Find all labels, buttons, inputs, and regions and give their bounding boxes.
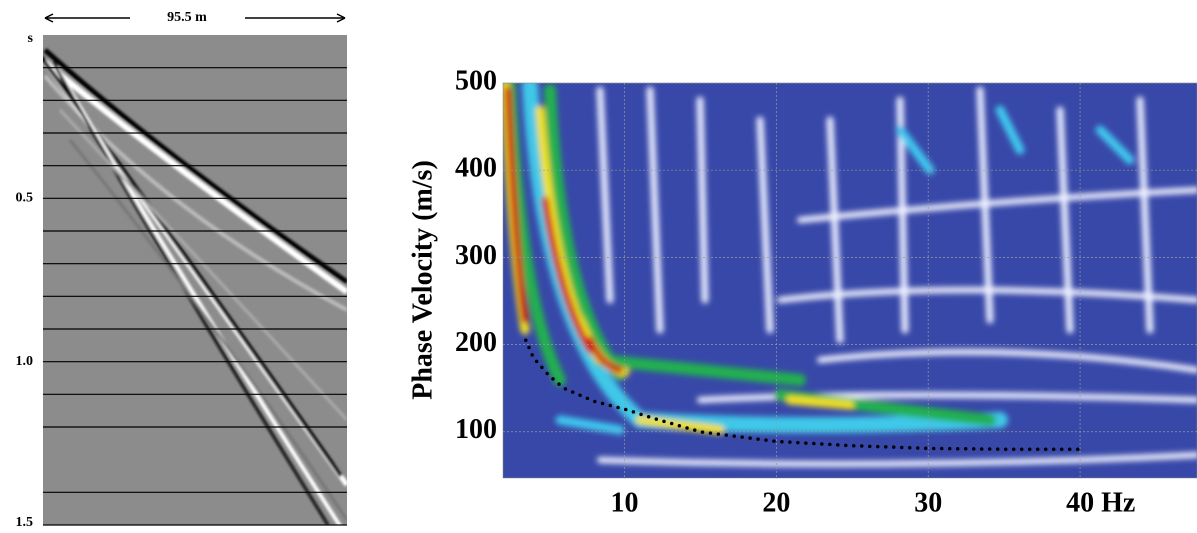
y-tick-label: 300 (455, 240, 497, 271)
distance-label: 95.5 m (167, 10, 207, 25)
distance-arrow (44, 13, 346, 23)
y-tick-label: 1.5 (16, 515, 34, 530)
y-axis-title: Phase Velocity (m/s) (407, 160, 438, 400)
y-tick-label: 200 (455, 327, 497, 358)
x-tick-label: 40 Hz (1066, 487, 1135, 518)
dispersion-curve (524, 338, 1082, 451)
seismogram-panel (43, 35, 347, 525)
y-tick-label: s (28, 31, 34, 46)
y-tick-label: 400 (455, 153, 497, 184)
y-tick-label: 500 (455, 65, 497, 96)
dispersion-image (503, 83, 1197, 478)
x-tick-label: 30 (914, 487, 942, 518)
y-tick-label: 0.5 (16, 191, 34, 206)
y-tick-label: 1.0 (16, 354, 34, 369)
x-tick-label: 10 (610, 487, 638, 518)
x-tick-label: 20 (762, 487, 790, 518)
y-tick-label: 100 (455, 414, 497, 445)
plot-frame (502, 82, 1197, 479)
